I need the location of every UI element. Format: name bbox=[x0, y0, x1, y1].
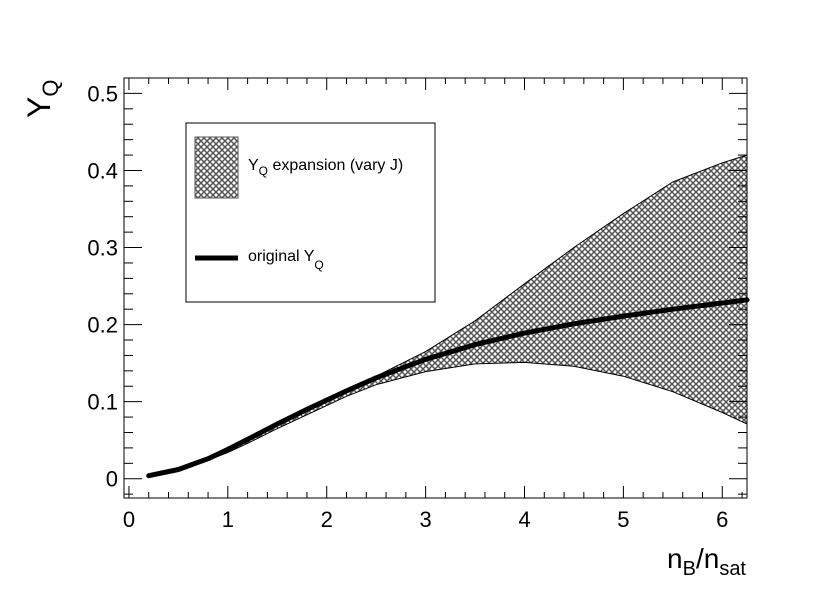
y-axis-label-base: Y bbox=[21, 97, 57, 118]
x-axis-label-base: n bbox=[667, 543, 683, 574]
x-tick-label: 0 bbox=[123, 507, 135, 532]
y-tick-label: 0.2 bbox=[87, 313, 118, 338]
y-tick-label: 0.3 bbox=[87, 236, 118, 261]
original-line bbox=[146, 297, 750, 479]
legend-expansion-rest: expansion (vary J) bbox=[268, 157, 403, 174]
y-tick-label: 0.4 bbox=[87, 158, 118, 183]
legend-original-sub: Q bbox=[314, 258, 323, 272]
original-line-layer bbox=[146, 297, 750, 479]
x-tick-label: 6 bbox=[716, 507, 728, 532]
legend: YQ expansion (vary J) original YQ bbox=[185, 122, 436, 303]
axes: 0 1 2 3 4 5 6 0 0.1 0.2 0.3 0.4 0.5 bbox=[87, 77, 747, 532]
x-tick-label: 1 bbox=[222, 507, 234, 532]
x-tick-label: 3 bbox=[419, 507, 431, 532]
x-axis-label: nB/nsat bbox=[667, 543, 746, 580]
y-tick-label: 0 bbox=[106, 467, 118, 492]
y-axis-label-sub: Q bbox=[38, 80, 63, 97]
y-axis-label: YQ bbox=[21, 80, 63, 118]
x-axis-label-sep: /n bbox=[696, 543, 719, 574]
y-tick-label: 0.1 bbox=[87, 390, 118, 415]
legend-swatch-expansion bbox=[194, 136, 239, 199]
x-axis-label-sub1: B bbox=[683, 558, 696, 580]
legend-expansion-base: Y bbox=[248, 157, 259, 174]
y-tick-label: 0.5 bbox=[87, 81, 118, 106]
x-tick-label: 4 bbox=[518, 507, 530, 532]
x-tick-label: 5 bbox=[617, 507, 629, 532]
legend-expansion-sub: Q bbox=[259, 164, 268, 178]
legend-label-original: original YQ bbox=[248, 248, 324, 272]
x-axis-label-sub2: sat bbox=[719, 558, 746, 580]
legend-original-base: original Y bbox=[248, 248, 315, 265]
x-tick-label: 2 bbox=[321, 507, 333, 532]
legend-label-expansion: YQ expansion (vary J) bbox=[248, 157, 403, 178]
